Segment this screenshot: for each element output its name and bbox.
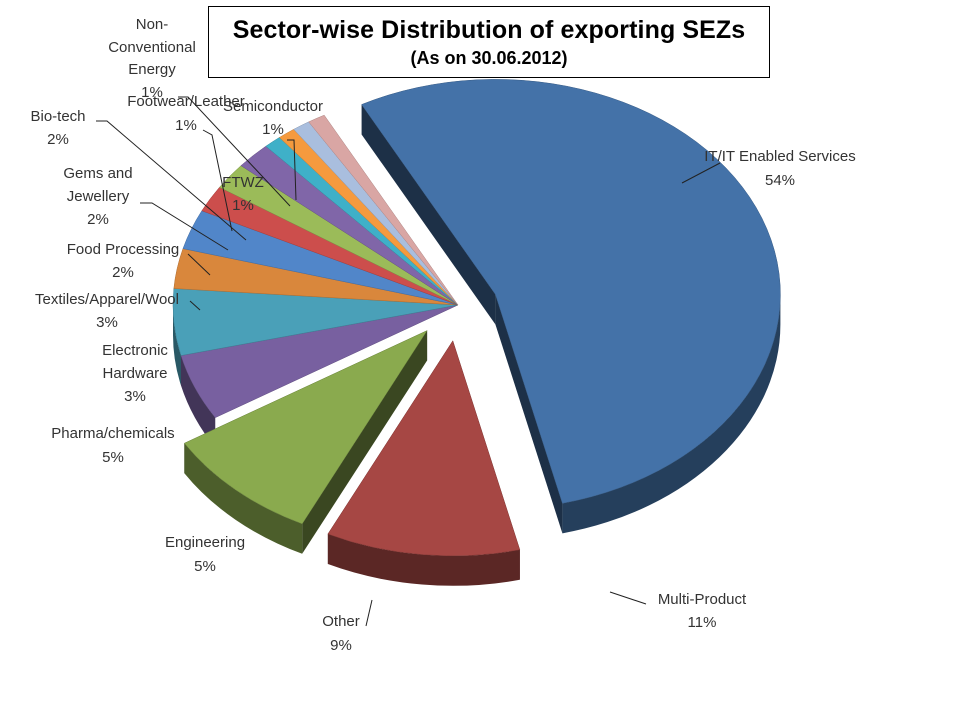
slice-pct-label-multi-product: 11% bbox=[688, 614, 717, 631]
slice-label-semiconductor: Semiconductor bbox=[223, 98, 323, 115]
slice-label-other: Other bbox=[322, 613, 360, 630]
slice-label-electronic-hardware: Hardware bbox=[102, 365, 167, 382]
slice-pct-label-ftwz: 1% bbox=[232, 197, 254, 214]
slice-label-non-conventional-energy: Energy bbox=[128, 61, 176, 78]
slice-label-food-processing: Food Processing bbox=[67, 241, 180, 258]
leader-line-multi-product bbox=[609, 591, 647, 605]
slice-label-gems-and-jewellery: Jewellery bbox=[67, 188, 130, 205]
slice-side-other bbox=[302, 330, 428, 554]
slice-pct-label-non-conventional-energy: 1% bbox=[141, 84, 163, 101]
leader-line-it-it-enabled-services bbox=[681, 162, 721, 184]
leader-line-non-conventional-energy bbox=[178, 96, 291, 207]
slice-wall-it-it-enabled-services bbox=[562, 294, 781, 534]
slice-label-it-it-enabled-services: IT/IT Enabled Services bbox=[704, 148, 855, 165]
leader-line-bio-tech bbox=[96, 120, 247, 241]
leader-line-textiles-apparel-wool bbox=[189, 300, 201, 311]
slice-pct-label-electronic-hardware: 3% bbox=[124, 388, 146, 405]
slice-pct-label-semiconductor: 1% bbox=[262, 121, 284, 138]
slice-pct-label-it-it-enabled-services: 54% bbox=[765, 172, 795, 189]
chart-subtitle: (As on 30.06.2012) bbox=[410, 48, 568, 68]
leader-line-gems-and-jewellery bbox=[140, 202, 229, 251]
slice-label-pharma-chemicals: Pharma/chemicals bbox=[51, 425, 174, 442]
leader-line-other bbox=[365, 599, 373, 627]
slice-wall-multi-product bbox=[327, 534, 520, 586]
chart-title: Sector-wise Distribution of exporting SE… bbox=[232, 16, 746, 44]
slice-pct-label-engineering: 5% bbox=[194, 558, 216, 575]
slice-pct-label-food-processing: 2% bbox=[112, 264, 134, 281]
slice-label-footwear-leather: Footwear/Leather bbox=[127, 93, 245, 110]
pie-slice-it-it-enabled-services bbox=[361, 79, 781, 504]
slice-label-non-conventional-energy: Non- bbox=[136, 16, 169, 33]
slice-label-textiles-apparel-wool: Textiles/Apparel/Wool bbox=[35, 291, 179, 308]
slice-label-non-conventional-energy: Conventional bbox=[108, 39, 196, 56]
slice-side-it-it-enabled-services bbox=[361, 104, 496, 325]
pie-slice-other bbox=[183, 329, 428, 525]
slice-wall-other bbox=[184, 443, 303, 554]
leader-line-footwear-leather bbox=[202, 129, 233, 232]
pie-slice-multi-product bbox=[327, 340, 521, 557]
slice-pct-label-pharma-chemicals: 5% bbox=[102, 449, 124, 466]
slice-label-ftwz: FTWZ bbox=[222, 174, 264, 191]
slice-pct-label-textiles-apparel-wool: 3% bbox=[96, 314, 118, 331]
slice-label-multi-product: Multi-Product bbox=[658, 591, 747, 608]
slice-pct-label-other: 9% bbox=[330, 637, 352, 654]
pie-slice-semiconductor bbox=[308, 114, 459, 306]
leader-line-semiconductor bbox=[287, 139, 297, 201]
leader-line-food-processing bbox=[187, 253, 211, 276]
slice-pct-label-footwear-leather: 1% bbox=[175, 117, 197, 134]
slice-wall-engineering bbox=[180, 355, 216, 448]
slice-pct-label-gems-and-jewellery: 2% bbox=[87, 211, 109, 228]
chart-title-box: Sector-wise Distribution of exporting SE… bbox=[208, 6, 770, 78]
slice-label-electronic-hardware: Electronic bbox=[102, 342, 168, 359]
slice-label-bio-tech: Bio-tech bbox=[30, 108, 85, 125]
slice-label-engineering: Engineering bbox=[165, 534, 245, 551]
slice-pct-label-bio-tech: 2% bbox=[47, 131, 69, 148]
slice-label-gems-and-jewellery: Gems and bbox=[63, 165, 132, 182]
slice-side-it-it-enabled-services bbox=[495, 294, 563, 534]
slice-wall-pharma-chemicals bbox=[173, 305, 181, 386]
